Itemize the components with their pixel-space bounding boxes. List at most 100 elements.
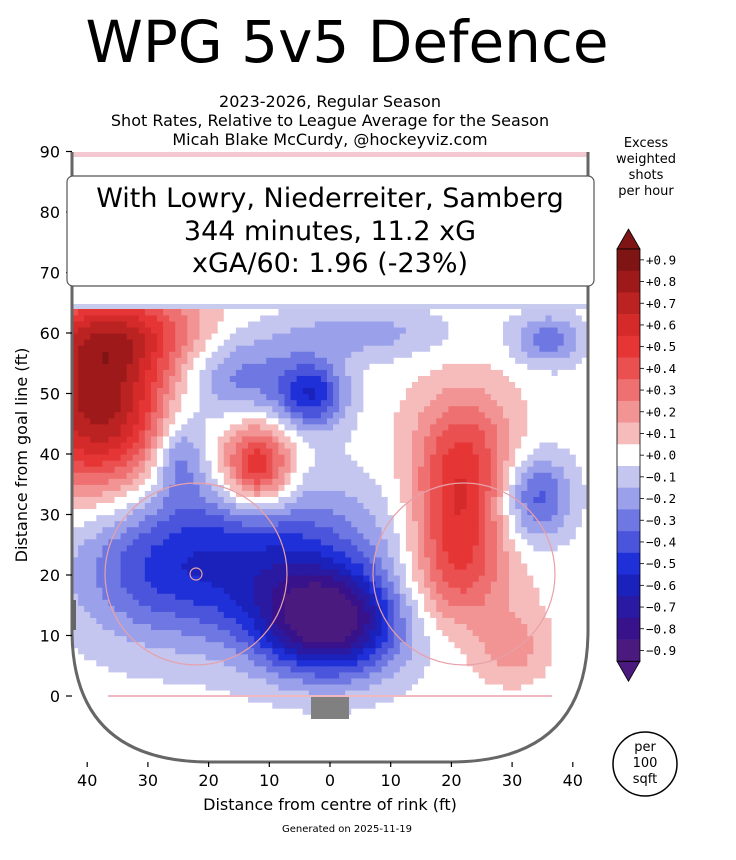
heatmap-cell [460,562,468,570]
heatmap-cell [375,454,383,461]
heatmap-cell [424,738,431,745]
heatmap-cell [175,502,182,510]
heatmap-cell [78,423,85,431]
heatmap-cell [466,581,474,588]
heatmap-cell [478,423,486,431]
heatmap-cell [581,605,588,612]
heatmap-cell [260,677,267,685]
heatmap-cell [120,568,128,576]
heatmap-cell [581,696,588,703]
heatmap-cell [84,629,91,637]
heatmap-cell [472,623,480,631]
heatmap-cell [405,429,413,437]
heatmap-cell [387,544,395,552]
heatmap-cell [521,653,528,661]
heatmap-cell [569,659,577,667]
heatmap-cell [454,526,462,534]
heatmap-cell [375,605,383,612]
heatmap-cell [278,581,286,588]
heatmap-cell [108,490,116,497]
heatmap-cell [320,490,328,497]
heatmap-cell [169,484,176,491]
heatmap-cell [411,689,419,697]
heatmap-cell [424,508,431,516]
heatmap-cell [496,544,504,552]
heatmap-cell [211,647,219,655]
heatmap-cell [84,665,91,673]
heatmap-cell [199,683,207,691]
heatmap-cell [235,484,243,491]
heatmap-cell [503,544,510,552]
heatmap-cell [108,526,116,534]
heatmap-cell [411,447,419,455]
heatmap-cell [430,738,437,745]
heatmap-cell [515,581,522,588]
heatmap-cell [509,466,516,473]
heatmap-cell [175,702,182,709]
heatmap-cell [533,441,541,449]
heatmap-cell [199,484,207,491]
heatmap-cell [563,562,571,570]
heatmap-cell [290,683,298,691]
heatmap-cell [484,641,492,649]
heatmap-cell [248,575,255,582]
heatmap-cell [163,581,170,588]
heatmap-cell [424,441,431,449]
heatmap-cell [472,726,480,733]
heatmap-cell [527,623,534,631]
heatmap-cell [466,508,474,516]
heatmap-cell [387,441,395,449]
heatmap-cell [144,677,152,685]
heatmap-cell [114,429,122,437]
heatmap-cell [314,629,322,637]
heatmap-cell [193,472,201,479]
heatmap-cell [150,429,158,437]
heatmap-cell [326,466,334,473]
heatmap-cell [187,435,195,443]
heatmap-cell [503,423,510,431]
heatmap-cell [144,581,152,588]
heatmap-cell [157,508,164,516]
heatmap-cell [290,659,298,667]
heatmap-cell [229,732,237,739]
heatmap-cell [266,508,273,516]
heatmap-cell [132,441,140,449]
heatmap-cell [496,647,504,655]
heatmap-cell [211,593,219,600]
heatmap-cell [169,532,176,540]
heatmap-cell [448,726,456,733]
heatmap-cell [557,538,565,546]
heatmap-cell [448,714,456,721]
heatmap-cell [235,714,243,721]
heatmap-cell [363,435,371,443]
heatmap-cell [108,593,116,600]
heatmap-cell [223,478,231,485]
heatmap-cell [436,689,443,697]
heatmap-cell [490,714,498,721]
heatmap-cell [296,605,304,612]
heatmap-cell [345,641,352,649]
heatmap-cell [460,514,468,522]
heatmap-cell [241,593,249,600]
heatmap-cell [278,417,286,425]
heatmap-cell [405,744,413,752]
heatmap-cell [175,454,182,461]
heatmap-cell [387,514,395,522]
heatmap-cell [399,720,407,727]
heatmap-cell [320,720,328,727]
heatmap-cell [308,562,316,570]
heatmap-cell [254,556,261,564]
heatmap-cell [193,732,201,739]
heatmap-cell [545,496,553,503]
heatmap-cell [163,514,170,522]
heatmap-cell [484,708,492,715]
heatmap-cell [211,744,219,752]
heatmap-cell [138,472,146,479]
heatmap-cell [363,544,371,552]
heatmap-cell [575,429,583,437]
heatmap-cell [302,611,310,618]
heatmap-cell [472,435,480,443]
heatmap-cell [144,454,152,461]
heatmap-cell [545,599,553,606]
heatmap-cell [229,744,237,752]
